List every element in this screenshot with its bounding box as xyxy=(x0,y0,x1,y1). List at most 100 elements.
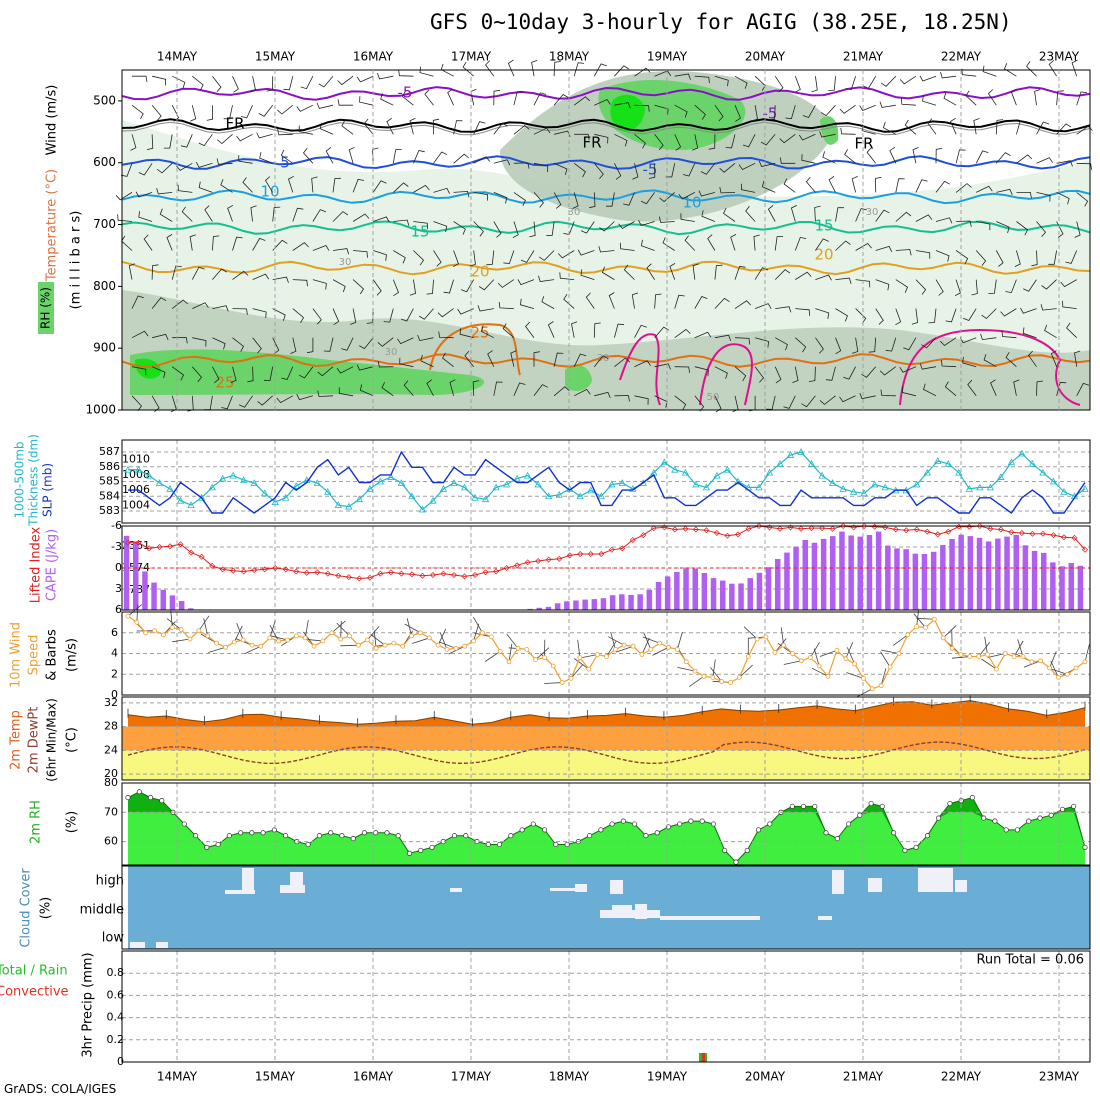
wind10-barb xyxy=(916,617,935,620)
wind-barb xyxy=(585,292,595,309)
wind-barb xyxy=(714,366,728,379)
contour-label: 30 xyxy=(385,347,398,358)
wind10-marker xyxy=(373,645,379,651)
wind-barb xyxy=(935,217,953,224)
cape-bar xyxy=(536,607,542,610)
rh2m-marker xyxy=(125,795,131,801)
wind-barb xyxy=(614,133,628,147)
wind-barb xyxy=(171,366,185,381)
rh2m-marker xyxy=(305,841,311,848)
wind-barb xyxy=(1023,279,1037,292)
wind-barb xyxy=(940,71,957,79)
wind-barb xyxy=(302,147,314,164)
wind-barb xyxy=(453,190,470,198)
wind-barb xyxy=(433,151,448,164)
wind-barb xyxy=(426,379,434,396)
wind10-marker xyxy=(932,616,937,622)
contour-label: 25 xyxy=(215,374,234,392)
wind-barb xyxy=(674,395,687,410)
thickness-tick-label: 586 xyxy=(99,460,120,473)
wind10-barb xyxy=(236,623,244,641)
lifted-marker xyxy=(377,570,384,577)
wind-barb xyxy=(115,192,133,201)
wind10-barb xyxy=(508,643,513,662)
lifted-marker xyxy=(1018,530,1025,536)
wind-barb xyxy=(457,308,474,315)
wind-barb xyxy=(634,360,651,368)
wind-barb xyxy=(437,308,454,318)
wind-barb xyxy=(654,293,662,309)
wind10-barb xyxy=(984,636,988,655)
wind-barb xyxy=(317,390,334,397)
slp-tick-label: 1004 xyxy=(122,498,150,511)
rh2m-marker xyxy=(553,841,559,848)
thickness-marker xyxy=(597,492,605,500)
wind10-barb xyxy=(712,659,716,678)
lifted-marker xyxy=(850,524,857,531)
wind10-marker xyxy=(355,642,361,648)
thickness-marker xyxy=(544,492,553,500)
wind-barb xyxy=(580,221,595,234)
precip-total-label: Total / Rain xyxy=(0,964,68,979)
wind-barb xyxy=(1056,192,1070,205)
wind10-marker xyxy=(940,635,946,641)
rh2m-marker xyxy=(632,821,638,827)
rh2m-marker xyxy=(249,830,255,836)
lifted-marker xyxy=(482,569,489,576)
lifted-marker xyxy=(535,558,542,564)
rh2m-marker xyxy=(136,789,142,795)
wind10-barb xyxy=(677,667,696,672)
wind-barb xyxy=(577,249,595,256)
wind10-barb xyxy=(1050,668,1068,675)
wind-barb xyxy=(175,162,193,171)
wind-barb xyxy=(538,275,555,282)
wind-barb xyxy=(714,75,729,87)
cape-bar xyxy=(188,608,194,610)
wind-barb xyxy=(792,366,799,383)
wind-barb xyxy=(191,366,203,383)
wind-barb xyxy=(1031,250,1038,267)
wind-barb xyxy=(843,366,856,380)
wind-barb xyxy=(915,250,931,259)
day-label-top: 21MAY xyxy=(843,50,884,64)
wind-barb xyxy=(983,354,997,368)
wind-barb xyxy=(1062,300,1077,309)
wind-barb xyxy=(971,279,978,296)
wind-barb xyxy=(553,192,562,209)
rh2m-marker xyxy=(271,827,277,833)
wind-barb xyxy=(593,63,607,77)
wind-barb xyxy=(480,325,494,339)
rh2m-marker xyxy=(1003,827,1009,833)
wind-barb xyxy=(192,337,207,347)
wind-barb xyxy=(236,133,253,142)
wind-barb xyxy=(805,176,816,193)
wind-barb xyxy=(132,75,148,83)
lifted-marker xyxy=(251,567,258,574)
thickness-marker xyxy=(849,487,858,495)
run-total: Run Total = 0.06 xyxy=(976,953,1084,968)
wind10-marker xyxy=(152,628,158,634)
lifted-marker xyxy=(398,570,405,577)
wind-barb xyxy=(995,119,1004,135)
lifted-marker xyxy=(934,531,941,538)
wind10-marker xyxy=(187,636,193,642)
wind-barb xyxy=(919,363,937,370)
cape-bar xyxy=(930,551,937,610)
rh2m-marker xyxy=(1026,818,1032,824)
wind-barb xyxy=(915,179,928,193)
wind-barb xyxy=(1016,221,1029,236)
wind10-barb xyxy=(677,631,683,650)
wind-barb xyxy=(220,179,233,193)
wind-barb xyxy=(373,216,390,223)
lifted-marker xyxy=(1029,530,1036,537)
wind-barb xyxy=(1026,61,1037,77)
wind-barb xyxy=(895,211,912,222)
wind10-marker xyxy=(949,645,955,651)
wind-barb xyxy=(553,93,569,106)
wind-barb xyxy=(835,337,842,355)
wind-barb xyxy=(1010,88,1017,106)
lifted-axis-label: Lifted Index xyxy=(29,526,44,603)
wind-barb xyxy=(734,265,746,280)
wind-barb xyxy=(1036,121,1050,135)
wind-barb xyxy=(227,204,234,222)
